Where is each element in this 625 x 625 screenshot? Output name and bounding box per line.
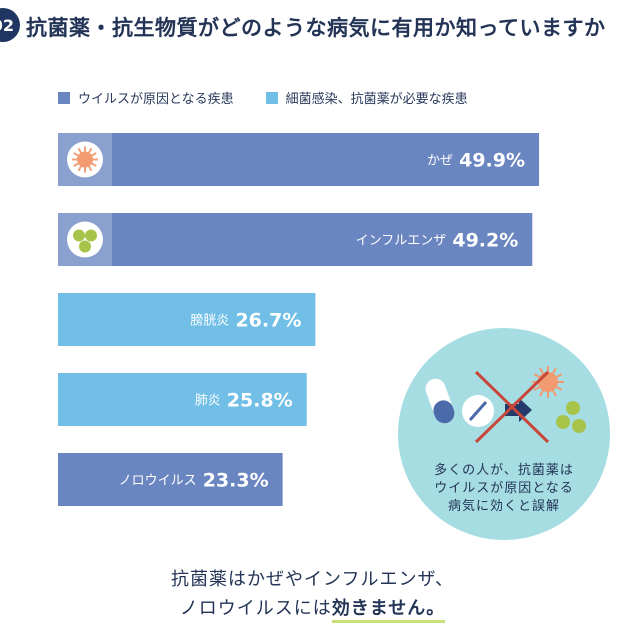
bar-0 xyxy=(58,133,540,186)
bar-value-label-1: 49.2% xyxy=(452,230,518,252)
bar-3 xyxy=(58,373,307,426)
question-number-badge: 02 xyxy=(0,8,20,42)
bar-value-label-0: 49.9% xyxy=(459,150,525,172)
bar-value-label-3: 25.8% xyxy=(227,390,293,412)
illustration-bacteria-icon xyxy=(556,401,586,433)
legend-label-virus: ウイルスが原因となる疾患 xyxy=(78,92,234,107)
capsule-half-icon xyxy=(433,400,455,424)
arrow-shaft-icon xyxy=(505,404,519,416)
bar-category-label-0: かぜ xyxy=(427,154,453,169)
bacteria-icon xyxy=(73,229,97,253)
legend-item-bacteria: 細菌感染、抗菌薬が必要な疾患 xyxy=(265,88,468,107)
tablet-score-line xyxy=(468,401,488,421)
legend-swatch-virus xyxy=(58,91,70,104)
illustration-circle xyxy=(398,328,610,540)
bar-value-label-4: 23.3% xyxy=(203,470,269,492)
bar-2 xyxy=(58,293,316,346)
footer-line-2: ノロウイルスには効きません。 xyxy=(0,594,625,623)
note-line-2: ウイルスが原因となる xyxy=(434,481,574,496)
cross-line-2 xyxy=(474,370,550,444)
question-number: 02 xyxy=(0,15,14,35)
footer-emphasis: 効きません。 xyxy=(331,598,446,623)
chart-legend: ウイルスが原因となる疾患 細菌感染、抗菌薬が必要な疾患 xyxy=(58,88,468,107)
bar-value-label-2: 26.7% xyxy=(235,310,301,332)
page-title: 抗菌薬・抗生物質がどのような病気に有用か知っていますか xyxy=(26,16,606,40)
bar-1 xyxy=(58,213,533,266)
bar-category-label-4: ノロウイルス xyxy=(119,474,197,489)
bar-category-label-3: 肺炎 xyxy=(195,394,221,409)
bar-4 xyxy=(58,453,283,506)
bar-category-label-1: インフルエンザ xyxy=(356,234,447,249)
bar-category-label-2: 膀胱炎 xyxy=(190,313,229,329)
misconception-note: 多くの人が、抗菌薬は ウイルスが原因となる 病気に効くと誤解 xyxy=(398,462,610,516)
legend-label-bacteria: 細菌感染、抗菌薬が必要な疾患 xyxy=(285,92,468,107)
footer-line-1: 抗菌薬はかぜやインフルエンザ、 xyxy=(170,569,455,590)
footer-line-2-prefix: ノロウイルスには xyxy=(179,598,332,619)
note-line-1: 多くの人が、抗菌薬は xyxy=(434,463,574,478)
note-line-3: 病気に効くと誤解 xyxy=(447,499,560,514)
legend-swatch-bacteria xyxy=(265,91,278,104)
legend-item-virus: ウイルスが原因となる疾患 xyxy=(58,88,234,107)
virus-icon xyxy=(72,146,98,173)
